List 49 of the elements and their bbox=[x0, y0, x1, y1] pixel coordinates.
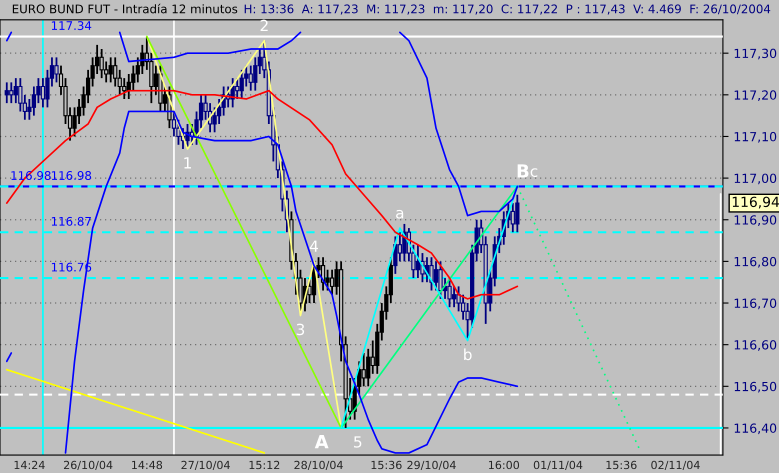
line-series bbox=[146, 36, 342, 429]
candlestick bbox=[416, 244, 420, 279]
y-tick-label: 117,10 bbox=[734, 132, 776, 143]
x-tick-label: 15:36 bbox=[372, 460, 402, 470]
candlestick bbox=[54, 56, 59, 84]
x-tick-label: 01/11/04 bbox=[534, 460, 582, 470]
ref-line-label: 117.34 bbox=[52, 21, 92, 30]
ref-line-label: 116.98 bbox=[52, 171, 92, 180]
y-tick-label: 116,60 bbox=[734, 340, 776, 351]
candlestick bbox=[438, 260, 443, 300]
x-tick-label: 15:36 bbox=[606, 460, 637, 470]
y-tick-label: 116,80 bbox=[734, 256, 776, 268]
annotation: c bbox=[530, 168, 538, 177]
line-series bbox=[118, 32, 302, 62]
x-tick-label: 27/10/04 bbox=[181, 460, 230, 470]
candlestick bbox=[330, 268, 334, 296]
x-tick-label: 29/10/04 bbox=[407, 460, 456, 470]
y-tick-label: 117,30 bbox=[734, 48, 776, 60]
candlestick bbox=[452, 285, 456, 308]
y-tick-label: 117,20 bbox=[734, 90, 776, 102]
text: 116,94 bbox=[732, 196, 779, 209]
annotation: 2 bbox=[260, 20, 268, 32]
y-tick-label: 116,40 bbox=[734, 423, 776, 434]
x-tick-label: 02/11/04 bbox=[651, 460, 700, 470]
chart-title: EURO BUND FUT - Intradía 12 minutos bbox=[12, 4, 238, 14]
annotation: b bbox=[464, 348, 472, 360]
y-tick-label: 117,00 bbox=[734, 174, 776, 184]
y-tick-label: 116,70 bbox=[734, 298, 776, 310]
x-tick-label: 15:12 bbox=[250, 460, 280, 470]
x-tick-label: 26/10/04 bbox=[64, 460, 112, 470]
candlestick bbox=[325, 268, 330, 292]
x-tick-label: 14:48 bbox=[132, 460, 162, 470]
annotation: 1 bbox=[184, 157, 191, 168]
candlestick bbox=[434, 260, 438, 292]
y-tick-label: 116,50 bbox=[734, 382, 776, 393]
chart-subtitle: H: 13:36 A: 117,23 M: 117,23 m: 117,20 C: 117,22 P : 117,43 V: 4.469 F: 26/10/2004 bbox=[244, 4, 770, 15]
ref-line-label: 116.87 bbox=[52, 216, 91, 226]
annotation: 4 bbox=[310, 240, 318, 252]
annotation: A bbox=[314, 435, 329, 448]
candlestick bbox=[40, 77, 46, 108]
x-tick-label: 28/10/04 bbox=[294, 460, 343, 470]
x-tick-label: 14:24 bbox=[14, 460, 45, 470]
y-tick-label: 116,90 bbox=[734, 215, 776, 226]
candlestick bbox=[447, 277, 452, 308]
annotation: B bbox=[518, 164, 528, 178]
annotation: 5 bbox=[354, 436, 362, 448]
x-tick-label: 16:00 bbox=[488, 460, 520, 470]
annotation: 3 bbox=[296, 324, 304, 336]
annotation: a bbox=[396, 210, 404, 219]
